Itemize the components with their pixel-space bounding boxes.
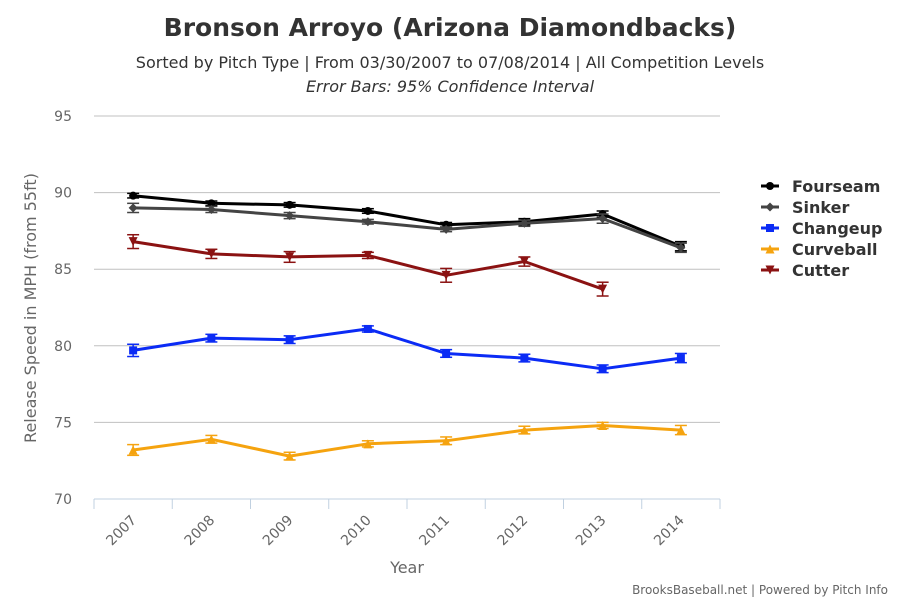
data-point-cutter[interactable] xyxy=(206,249,216,259)
data-point-fourseam[interactable] xyxy=(285,200,294,209)
data-point-sinker[interactable] xyxy=(598,214,608,224)
data-point-fourseam[interactable] xyxy=(207,199,216,208)
legend[interactable]: Fourseam Sinker Changeup Curveball Cutter xyxy=(761,177,882,280)
data-point-changeup[interactable] xyxy=(285,335,294,344)
x-tick-label: 2014 xyxy=(651,512,688,549)
legend-marker-sinker xyxy=(765,202,775,212)
series-sinker xyxy=(127,202,687,254)
x-tick-label: 2008 xyxy=(182,513,219,550)
data-point-sinker[interactable] xyxy=(128,203,138,213)
x-tick-label: 2010 xyxy=(338,513,375,550)
legend-item-sinker[interactable]: Sinker xyxy=(761,198,849,217)
data-point-curveball[interactable] xyxy=(128,445,138,455)
legend-marker-changeup xyxy=(766,224,774,232)
x-tick-label: 2009 xyxy=(260,513,297,550)
legend-label-curveball: Curveball xyxy=(792,240,878,259)
x-tick-label: 2007 xyxy=(103,513,140,550)
legend-marker-fourseam xyxy=(766,182,774,190)
x-tick-label: 2011 xyxy=(416,513,453,550)
data-point-curveball[interactable] xyxy=(363,439,373,449)
series-fourseam xyxy=(127,191,687,252)
data-point-sinker[interactable] xyxy=(206,204,216,214)
data-point-curveball[interactable] xyxy=(441,436,451,446)
y-tick-label: 80 xyxy=(54,339,72,355)
data-point-changeup[interactable] xyxy=(676,354,685,363)
data-point-sinker[interactable] xyxy=(363,217,373,227)
data-point-changeup[interactable] xyxy=(129,346,138,355)
series-line-changeup xyxy=(132,327,682,371)
series-cutter xyxy=(127,233,609,297)
series-layer xyxy=(127,191,687,461)
legend-label-cutter: Cutter xyxy=(792,261,849,280)
data-point-sinker[interactable] xyxy=(676,243,686,253)
y-tick-label: 75 xyxy=(54,415,72,431)
legend-label-changeup: Changeup xyxy=(792,219,882,238)
data-point-changeup[interactable] xyxy=(598,364,607,373)
data-point-cutter[interactable] xyxy=(441,270,451,280)
y-tick-label: 90 xyxy=(54,186,72,202)
legend-marker-curveball xyxy=(765,244,775,254)
data-point-sinker[interactable] xyxy=(519,218,529,228)
data-point-changeup[interactable] xyxy=(363,324,372,333)
legend-label-fourseam: Fourseam xyxy=(792,177,880,196)
data-point-curveball[interactable] xyxy=(676,425,686,435)
y-axis-title: Release Speed in MPH (from 55ft) xyxy=(21,173,40,443)
data-point-curveball[interactable] xyxy=(285,451,295,461)
data-point-cutter[interactable] xyxy=(285,252,295,262)
x-tick-label: 2012 xyxy=(495,513,532,550)
data-point-fourseam[interactable] xyxy=(363,206,372,215)
y-axis-ticks: 70 75 80 85 90 95 xyxy=(54,109,72,508)
chart-title: Bronson Arroyo (Arizona Diamondbacks) xyxy=(164,13,737,42)
x-tick-label: 2013 xyxy=(573,513,610,550)
data-point-curveball[interactable] xyxy=(598,420,608,430)
legend-item-fourseam[interactable]: Fourseam xyxy=(761,177,880,196)
chart-subtitle-error-bars: Error Bars: 95% Confidence Interval xyxy=(306,77,595,96)
legend-item-curveball[interactable]: Curveball xyxy=(761,240,878,259)
data-point-cutter[interactable] xyxy=(519,257,529,267)
data-point-fourseam[interactable] xyxy=(129,191,138,200)
data-point-curveball[interactable] xyxy=(519,425,529,435)
x-axis: 2007 2008 2009 2010 2011 2012 2013 2014 xyxy=(93,498,721,550)
legend-item-changeup[interactable]: Changeup xyxy=(761,219,882,238)
legend-label-sinker: Sinker xyxy=(792,198,849,217)
legend-marker-cutter xyxy=(765,265,775,275)
series-curveball xyxy=(127,420,687,461)
series-line-cutter xyxy=(132,240,604,291)
data-point-changeup[interactable] xyxy=(207,334,216,343)
data-point-sinker[interactable] xyxy=(441,224,451,234)
y-tick-label: 70 xyxy=(54,492,72,508)
series-line-curveball xyxy=(132,424,681,458)
grid-lines xyxy=(94,115,720,423)
series-line-sinker xyxy=(133,206,682,250)
series-line-fourseam xyxy=(132,194,682,248)
data-point-changeup[interactable] xyxy=(442,349,451,358)
legend-item-cutter[interactable]: Cutter xyxy=(761,261,849,280)
data-point-curveball[interactable] xyxy=(206,434,216,444)
data-point-cutter[interactable] xyxy=(128,237,138,247)
y-tick-label: 85 xyxy=(54,262,72,278)
y-tick-label: 95 xyxy=(54,109,72,125)
data-point-sinker[interactable] xyxy=(285,211,295,221)
series-changeup xyxy=(127,324,687,374)
data-point-cutter[interactable] xyxy=(363,250,373,260)
data-point-changeup[interactable] xyxy=(520,354,529,363)
data-point-cutter[interactable] xyxy=(598,284,608,294)
credits[interactable]: BrooksBaseball.net | Powered by Pitch In… xyxy=(632,583,888,597)
chart-subtitle: Sorted by Pitch Type | From 03/30/2007 t… xyxy=(136,53,764,72)
x-axis-title: Year xyxy=(389,558,424,577)
